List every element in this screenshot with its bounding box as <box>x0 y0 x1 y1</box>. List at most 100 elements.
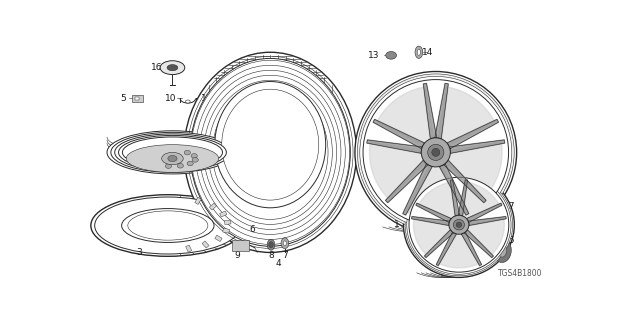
Ellipse shape <box>168 156 177 162</box>
Polygon shape <box>419 182 459 225</box>
Ellipse shape <box>405 174 513 276</box>
Ellipse shape <box>215 82 326 208</box>
Ellipse shape <box>481 144 496 164</box>
Ellipse shape <box>481 127 496 147</box>
Ellipse shape <box>453 220 465 230</box>
Ellipse shape <box>357 74 514 231</box>
Ellipse shape <box>115 134 230 171</box>
Polygon shape <box>465 230 493 258</box>
Bar <box>195 197 201 204</box>
Ellipse shape <box>190 59 350 246</box>
Ellipse shape <box>363 80 509 225</box>
Polygon shape <box>451 180 460 216</box>
Ellipse shape <box>160 61 185 75</box>
Ellipse shape <box>386 52 397 59</box>
Polygon shape <box>436 232 456 266</box>
Polygon shape <box>435 84 448 139</box>
Text: 12: 12 <box>378 176 390 185</box>
Text: TGS4B1800: TGS4B1800 <box>497 269 542 278</box>
Ellipse shape <box>432 148 440 156</box>
Ellipse shape <box>456 222 461 228</box>
Ellipse shape <box>424 162 431 174</box>
Ellipse shape <box>186 100 190 103</box>
Ellipse shape <box>484 148 492 159</box>
Polygon shape <box>447 119 499 148</box>
Text: 10: 10 <box>165 94 177 103</box>
Text: 14: 14 <box>430 163 442 172</box>
Ellipse shape <box>421 138 451 167</box>
Text: 13: 13 <box>381 166 392 175</box>
Ellipse shape <box>95 197 241 254</box>
Ellipse shape <box>221 89 319 200</box>
Text: 15: 15 <box>504 236 515 245</box>
Polygon shape <box>438 225 479 268</box>
Polygon shape <box>461 232 481 266</box>
Text: 15: 15 <box>492 157 503 166</box>
Ellipse shape <box>191 154 197 158</box>
Polygon shape <box>403 164 432 215</box>
Ellipse shape <box>126 145 219 172</box>
Ellipse shape <box>122 137 223 168</box>
Ellipse shape <box>192 157 198 162</box>
Text: 16: 16 <box>150 63 162 72</box>
Text: 5: 5 <box>120 94 126 103</box>
Ellipse shape <box>498 210 506 221</box>
Polygon shape <box>440 164 469 215</box>
Polygon shape <box>459 218 504 255</box>
Ellipse shape <box>426 165 429 171</box>
Polygon shape <box>423 84 436 139</box>
Ellipse shape <box>162 152 183 165</box>
Ellipse shape <box>122 209 214 243</box>
Ellipse shape <box>415 46 422 59</box>
Text: 9: 9 <box>234 251 240 260</box>
Polygon shape <box>416 203 451 222</box>
Bar <box>135 97 139 100</box>
Polygon shape <box>436 142 502 199</box>
Text: 4: 4 <box>275 259 281 268</box>
Polygon shape <box>377 87 436 152</box>
Polygon shape <box>367 140 422 153</box>
Polygon shape <box>373 119 424 148</box>
Polygon shape <box>444 160 486 203</box>
Ellipse shape <box>497 243 507 257</box>
Ellipse shape <box>91 195 245 256</box>
Text: 17: 17 <box>492 120 503 129</box>
Polygon shape <box>413 218 459 255</box>
Ellipse shape <box>187 161 193 166</box>
Text: 11: 11 <box>202 94 213 103</box>
Ellipse shape <box>403 172 515 277</box>
Text: 13: 13 <box>369 51 380 60</box>
Ellipse shape <box>177 164 184 168</box>
Ellipse shape <box>355 71 516 233</box>
Ellipse shape <box>165 164 172 168</box>
Bar <box>225 220 231 225</box>
Polygon shape <box>369 142 436 199</box>
Text: 7: 7 <box>282 251 288 260</box>
Ellipse shape <box>449 215 469 234</box>
Ellipse shape <box>428 144 444 160</box>
Text: 14: 14 <box>422 48 434 57</box>
Polygon shape <box>385 160 428 203</box>
Ellipse shape <box>184 150 190 155</box>
Ellipse shape <box>167 65 178 71</box>
Ellipse shape <box>111 132 234 172</box>
Polygon shape <box>450 140 505 153</box>
Ellipse shape <box>267 239 275 250</box>
Bar <box>209 203 216 210</box>
Polygon shape <box>467 203 502 222</box>
Polygon shape <box>459 182 499 225</box>
Ellipse shape <box>493 238 511 262</box>
Ellipse shape <box>281 238 289 249</box>
Ellipse shape <box>128 211 208 240</box>
Text: 3: 3 <box>136 248 142 257</box>
Ellipse shape <box>417 49 420 55</box>
Ellipse shape <box>409 177 509 272</box>
Ellipse shape <box>118 135 227 169</box>
Bar <box>220 211 227 217</box>
Ellipse shape <box>107 131 238 174</box>
Bar <box>132 95 143 101</box>
Text: 1: 1 <box>394 220 400 229</box>
Polygon shape <box>406 152 466 219</box>
Bar <box>223 228 230 233</box>
Bar <box>215 235 222 242</box>
